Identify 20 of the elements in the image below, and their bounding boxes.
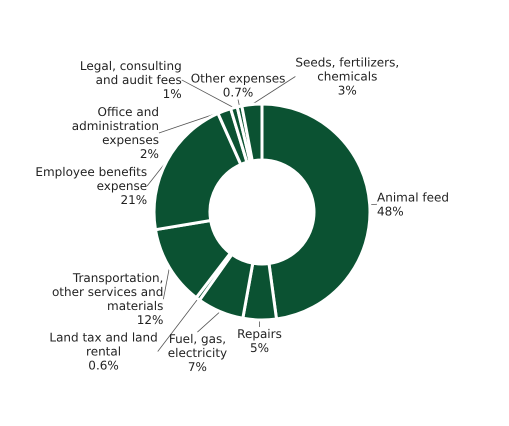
slice-label: Animal feed [377,190,449,204]
data-label: 12% [136,313,164,328]
slice-label: Repairs [237,326,282,341]
slice-label: Transportation, other services and materials [52,271,164,314]
data-label: 7% [188,360,207,374]
slice-label: Legal, consulting and audit fees [80,58,182,87]
slice-label: Seeds, fertilizers, chemicals [295,56,400,84]
slice-label: Office and administration expenses [72,104,159,147]
slice-label: Land tax and land rental [49,330,158,359]
data-label: 21% [120,192,148,207]
data-label: 3% [338,84,357,98]
slice-label: Fuel, gas, electricity [168,332,228,360]
data-label: 5% [250,340,269,355]
slice-label: Other expenses [190,72,286,86]
data-label: 1% [162,86,182,101]
slice-label: Employee benefits expense [35,164,148,193]
data-label: 0.6% [88,358,119,373]
data-label: 0.7% [222,86,254,100]
data-label: 2% [140,146,159,161]
data-label: 48% [377,204,404,218]
